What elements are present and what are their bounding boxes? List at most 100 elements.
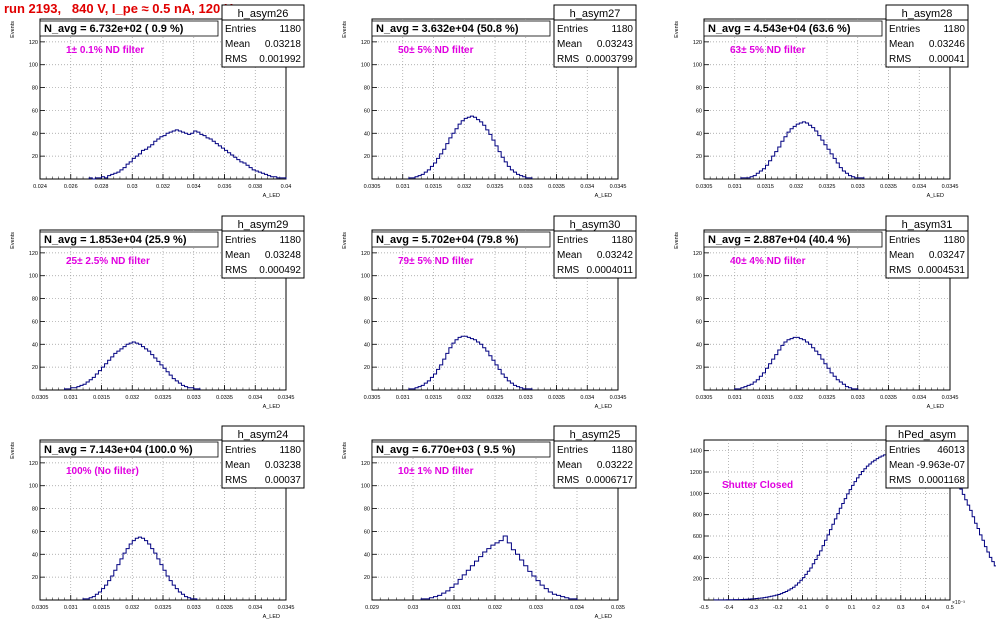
stats-rms-label: RMS [557,54,580,65]
x-tick-label: 0.0315 [757,395,774,401]
histogram-bin [965,500,967,600]
stats-mean-label: Mean [889,39,914,50]
y-tick-label: 100 [693,63,702,69]
y-tick-label: 60 [696,319,702,325]
x-tick-label: 0.0335 [548,395,565,401]
y-tick-label: 40 [364,342,370,348]
x-tick-label: 0.033 [519,395,533,401]
x-tick-label: 0.031 [64,395,78,401]
stats-hist-name: h_asym28 [902,8,953,20]
x-tick-label: 0.031 [396,395,410,401]
stats-mean-label: Mean [557,39,582,50]
stats-entries-label: Entries [557,445,588,456]
y-tick-label: 120 [693,251,702,257]
x-tick-label: -0.4 [724,605,733,611]
stats-box [553,4,637,68]
y-tick-label: 1200 [690,470,702,476]
histogram-bin [980,535,982,600]
y-tick-label: 20 [364,365,370,371]
histogram-bin [992,562,994,600]
filter-annotation: 10± 1% ND filter [398,466,474,477]
x-tick-label: 0.031 [728,395,742,401]
stats-mean-value: -9.963e-07 [917,460,966,471]
x-tick-label: 0.034 [912,184,926,190]
stats-hist-name: h_asym29 [238,219,289,231]
x-tick-label: 0.035 [611,605,625,611]
y-axis-title: Events [10,442,16,459]
x-tick-label: 0.032 [156,184,170,190]
y-tick-label: 60 [696,108,702,114]
x-axis-title: A_LED [263,614,280,620]
y-axis-title: Events [342,21,348,38]
x-tick-label: 0.0315 [425,184,442,190]
histogram-line [740,121,865,179]
y-axis-title: Events [342,442,348,459]
stats-entries-value: 1180 [943,24,965,35]
histogram-line [88,129,287,180]
y-tick-label: 120 [29,461,38,467]
y-tick-label: 80 [696,297,702,303]
stats-mean-value: 0.03247 [929,250,966,261]
n-avg-box [371,20,551,37]
y-tick-label: 20 [32,575,38,581]
x-tick-label: 0.0305 [364,184,381,190]
filter-annotation: 63± 5% ND filter [730,45,806,56]
y-tick-label: 60 [364,319,370,325]
stats-rms-value: 0.0003799 [586,54,634,65]
y-tick-label: 100 [693,274,702,280]
histogram-panel-h_asym31: 0.0305 0.031 0.0315 0.032 0.0325 0.033 0.0335 0… [674,215,969,410]
stats-entries-label: Entries [889,24,920,35]
stats-entries-label: Entries [225,235,256,246]
stats-box [553,215,637,279]
x-tick-label: 0.0315 [757,184,774,190]
x-tick-label: 0.031 [396,184,410,190]
x-tick-label: 0.032 [457,395,471,401]
y-axis-title: Events [674,232,680,249]
stats-rms-label: RMS [889,475,912,486]
n-avg-box [39,20,219,37]
stats-box [885,4,969,68]
x-tick-label: 0.4 [922,605,930,611]
y-tick-label: 20 [364,154,370,160]
histogram-bin [975,523,977,600]
filter-annotation: 50± 5% ND filter [398,45,474,56]
y-tick-label: 1400 [690,449,702,455]
y-tick-label: 60 [32,108,38,114]
n-avg-label: N_avg = 6.770e+03 ( 9.5 %) [376,444,516,456]
stats-rms-label: RMS [225,475,248,486]
x-axis-title: A_LED [595,193,612,199]
y-tick-label: 200 [693,577,702,583]
x-axis-title: A_LED [927,404,944,410]
n-avg-label: N_avg = 6.732e+02 ( 0.9 %) [44,23,184,35]
x-tick-label: 0.032 [457,184,471,190]
histogram-line [82,536,198,600]
histogram-bin [984,547,986,600]
stats-hist-name: h_asym31 [902,219,953,231]
stats-hist-name: h_asym27 [570,8,621,20]
filter-annotation: Shutter Closed [722,480,793,491]
stats-entries-label: Entries [225,24,256,35]
stats-entries-label: Entries [889,445,920,456]
y-tick-label: 60 [32,529,38,535]
histogram-line [408,335,533,390]
n-avg-label: N_avg = 1.853e+04 (25.9 %) [44,234,187,246]
x-tick-label: 0.033 [851,184,865,190]
x-tick-label: 0.033 [187,605,201,611]
x-tick-label: 0.03 [408,605,419,611]
stats-entries-label: Entries [225,445,256,456]
histogram-bin [987,552,989,600]
x-tick-label: 0.0345 [610,395,627,401]
n-avg-label: N_avg = 5.702e+04 (79.8 %) [376,234,519,246]
histogram-bin [952,476,954,600]
x-tick-label: 0.3 [897,605,905,611]
x-tick-label: 0.034 [570,605,584,611]
y-tick-label: 120 [29,40,38,46]
y-tick-label: 80 [364,297,370,303]
x-tick-label: 0.032 [789,395,803,401]
stats-rms-value: 0.0004531 [918,265,966,276]
filter-annotation: 79± 5% ND filter [398,256,474,267]
x-tick-label: 0.0335 [880,395,897,401]
x-tick-label: 0.031 [728,184,742,190]
x-tick-label: 0.04 [281,184,292,190]
n-avg-box [371,231,551,248]
